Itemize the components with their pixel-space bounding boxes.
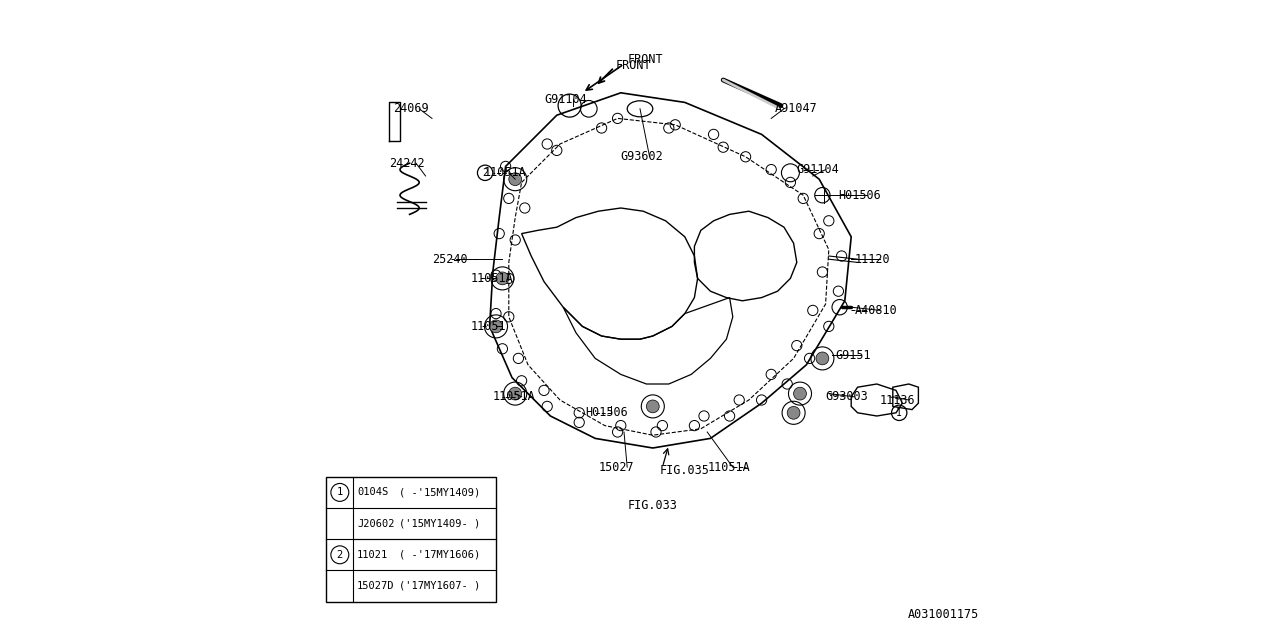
- Circle shape: [509, 173, 522, 186]
- Text: 11120: 11120: [855, 253, 890, 266]
- Circle shape: [490, 320, 502, 333]
- Circle shape: [497, 272, 508, 285]
- Text: ( -'15MY1409): ( -'15MY1409): [399, 488, 480, 497]
- Text: 2: 2: [337, 550, 343, 560]
- Text: A91047: A91047: [774, 102, 817, 115]
- Text: 11051A: 11051A: [708, 461, 750, 474]
- Text: G93003: G93003: [826, 390, 868, 403]
- Circle shape: [817, 352, 829, 365]
- Text: FRONT: FRONT: [627, 53, 663, 66]
- Text: 24242: 24242: [389, 157, 425, 170]
- Bar: [326, 477, 497, 602]
- Text: ( -'17MY1606): ( -'17MY1606): [399, 550, 480, 560]
- Circle shape: [794, 387, 806, 400]
- Text: H01506: H01506: [838, 189, 881, 202]
- Text: 11051A: 11051A: [484, 166, 526, 179]
- Text: 15027: 15027: [599, 461, 634, 474]
- Text: FRONT: FRONT: [616, 59, 652, 72]
- Text: 11051A: 11051A: [471, 272, 513, 285]
- Text: ('15MY1409- ): ('15MY1409- ): [399, 518, 480, 529]
- Text: G9151: G9151: [836, 349, 870, 362]
- Text: 11021: 11021: [357, 550, 388, 560]
- Text: 1: 1: [337, 488, 343, 497]
- Text: ('17MY1607- ): ('17MY1607- ): [399, 581, 480, 591]
- Text: 11051: 11051: [471, 320, 506, 333]
- Text: 11051A: 11051A: [493, 390, 535, 403]
- Text: 2: 2: [483, 168, 488, 178]
- Text: 15027D: 15027D: [357, 581, 394, 591]
- Text: FIG.035: FIG.035: [659, 464, 709, 477]
- Text: 11136: 11136: [881, 394, 915, 406]
- Text: G91104: G91104: [544, 93, 586, 106]
- Text: 24069: 24069: [394, 102, 429, 115]
- Text: A031001175: A031001175: [908, 608, 979, 621]
- Text: FIG.033: FIG.033: [627, 499, 677, 512]
- Text: H01506: H01506: [585, 406, 628, 419]
- Text: G93602: G93602: [621, 150, 663, 163]
- Text: 25240: 25240: [433, 253, 467, 266]
- Circle shape: [509, 387, 522, 400]
- Circle shape: [787, 406, 800, 419]
- Text: J20602: J20602: [357, 518, 394, 529]
- Text: G91104: G91104: [796, 163, 840, 176]
- Text: 1: 1: [896, 408, 902, 418]
- Text: A40810: A40810: [855, 304, 897, 317]
- Circle shape: [646, 400, 659, 413]
- Text: 0104S: 0104S: [357, 488, 388, 497]
